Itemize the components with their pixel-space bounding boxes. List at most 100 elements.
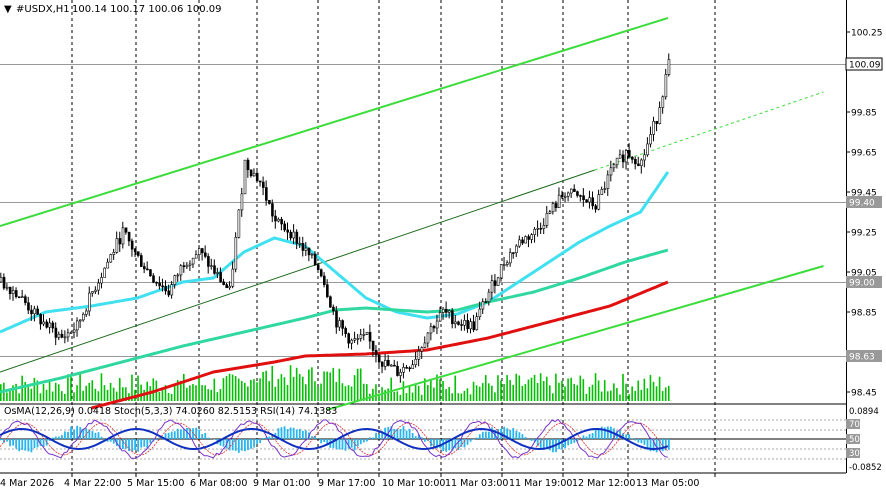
candle-body bbox=[261, 181, 265, 188]
osma-bar bbox=[122, 439, 124, 449]
volume-bar bbox=[549, 385, 551, 401]
volume-bar bbox=[311, 367, 313, 401]
candle-body bbox=[448, 310, 451, 313]
candle-body bbox=[246, 159, 250, 171]
volume-bar bbox=[24, 382, 26, 401]
stoch-main-line bbox=[0, 418, 668, 459]
osma-bar bbox=[457, 439, 460, 450]
osma-bar bbox=[460, 439, 463, 447]
candle-body bbox=[548, 211, 552, 214]
candle-body bbox=[451, 310, 454, 325]
osma-bar bbox=[375, 432, 377, 439]
candle-body bbox=[322, 275, 326, 285]
candle-body bbox=[606, 174, 610, 189]
volume-bar bbox=[661, 391, 664, 401]
candle-body bbox=[646, 143, 649, 156]
osma-bar bbox=[3, 439, 5, 443]
volume-bar bbox=[652, 381, 655, 401]
osma-bar bbox=[201, 434, 204, 439]
candle-body bbox=[237, 209, 241, 238]
volume-bar bbox=[240, 380, 243, 401]
volume-bar bbox=[30, 388, 33, 401]
candle-body bbox=[332, 306, 335, 312]
osma-bar bbox=[366, 439, 368, 442]
osma-bar bbox=[112, 439, 115, 444]
symbol-title: #USDX,H1 bbox=[16, 4, 70, 15]
time-tick-label: 10 Mar 10:00 bbox=[382, 478, 445, 489]
candle-body bbox=[133, 248, 137, 252]
candle-body bbox=[393, 364, 396, 367]
osma-bar bbox=[655, 439, 658, 453]
price-tick-label: 98.45 bbox=[851, 389, 877, 399]
volume-bar bbox=[262, 371, 264, 401]
price-tick-label: 99.05 bbox=[851, 269, 877, 279]
candle-body bbox=[225, 284, 228, 289]
volume-bar bbox=[372, 388, 374, 401]
candle-body bbox=[530, 234, 534, 240]
osma-bar bbox=[326, 439, 329, 446]
osma-bar bbox=[79, 427, 82, 439]
candle-body bbox=[496, 277, 500, 286]
candle-body bbox=[11, 290, 15, 294]
candle-body bbox=[335, 310, 338, 328]
osma-bar bbox=[18, 439, 21, 452]
candle-body bbox=[466, 320, 469, 330]
volume-bar bbox=[610, 390, 612, 401]
osc-scale-label: -0.0852 bbox=[849, 463, 882, 473]
volume-bar bbox=[207, 389, 209, 401]
volume-bar bbox=[545, 376, 548, 401]
candle-body bbox=[63, 336, 67, 339]
volume-bar bbox=[457, 393, 460, 401]
price-axis: 100.25 99.85 99.65 99.45 99.25 99.05 98.85 98.4… bbox=[845, 29, 883, 473]
candle-body bbox=[283, 223, 286, 231]
osma-bar bbox=[451, 439, 454, 451]
price-level-tag bbox=[845, 57, 883, 71]
osma-bar bbox=[45, 439, 48, 446]
candle-body bbox=[258, 180, 262, 183]
collapse-arrow-icon[interactable]: ▼ bbox=[4, 4, 12, 15]
volume-bar bbox=[283, 377, 286, 401]
candle-body bbox=[344, 328, 347, 334]
candle-body bbox=[377, 354, 381, 363]
volume-bar bbox=[622, 373, 624, 401]
candle-body bbox=[600, 189, 604, 195]
candle-body bbox=[307, 247, 311, 256]
osma-bar bbox=[176, 428, 179, 439]
candle-body bbox=[271, 203, 274, 217]
volume-bar bbox=[366, 384, 368, 401]
volume-bar bbox=[536, 383, 539, 401]
candle-body bbox=[298, 242, 302, 245]
candle-body bbox=[146, 268, 149, 271]
volume-bar bbox=[338, 368, 341, 401]
price-level-tag bbox=[846, 276, 882, 288]
candle-body bbox=[359, 334, 363, 339]
volume-bar bbox=[515, 373, 518, 401]
volume-bar bbox=[436, 374, 438, 401]
osma-bar bbox=[359, 439, 362, 445]
candle-body bbox=[176, 274, 180, 277]
candle-body bbox=[255, 172, 259, 182]
candle-body bbox=[319, 269, 323, 277]
candle-body bbox=[222, 281, 225, 285]
candle-body bbox=[182, 265, 186, 268]
volume-bar bbox=[561, 380, 563, 401]
volume-bar bbox=[268, 381, 270, 401]
volume-bar bbox=[359, 368, 362, 401]
osc-scale-label: 30 bbox=[849, 449, 860, 459]
volume-bar bbox=[375, 384, 377, 401]
volume-bar bbox=[73, 392, 75, 401]
candle-body bbox=[509, 252, 512, 264]
volume-bar bbox=[649, 375, 652, 401]
candle-body bbox=[54, 327, 58, 338]
candle-body bbox=[573, 188, 576, 192]
osma-bar bbox=[597, 428, 600, 439]
volume-bar bbox=[152, 378, 155, 401]
osma-bar bbox=[478, 434, 481, 439]
candle-body bbox=[252, 172, 256, 177]
volume-bar bbox=[301, 376, 304, 401]
time-tick-label: 13 Mar 05:00 bbox=[636, 478, 699, 489]
volume-bar bbox=[463, 390, 466, 401]
volume-bar bbox=[48, 380, 51, 401]
